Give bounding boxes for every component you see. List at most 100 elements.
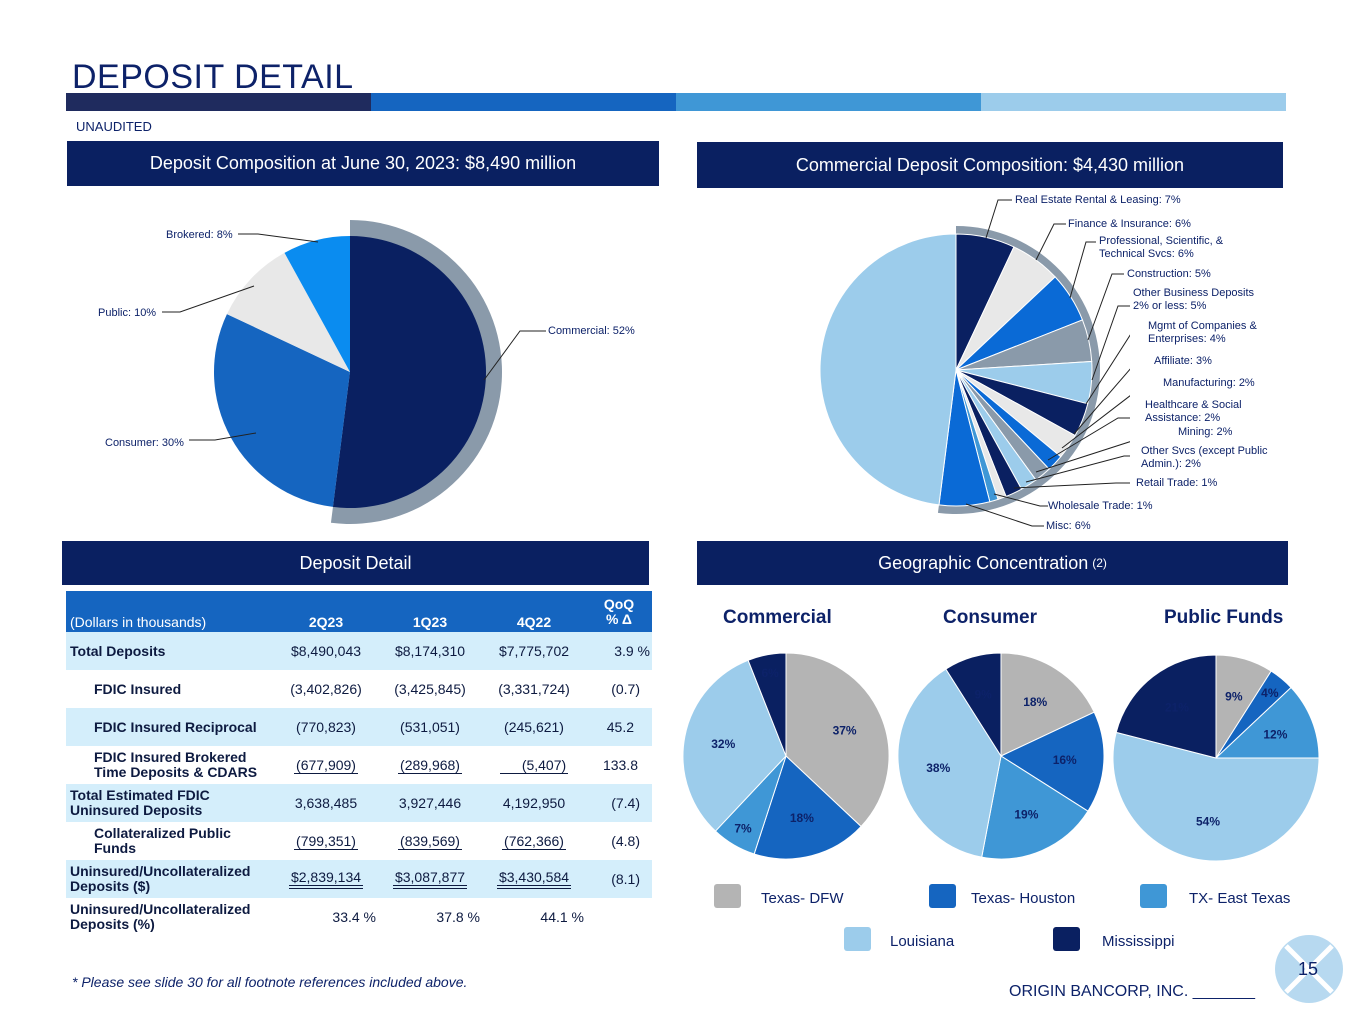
table-row: Total Deposits $8,490,043 $8,174,310 $7,… xyxy=(66,632,652,670)
deposit-composition-pie xyxy=(162,220,546,524)
slice-tx-east-texas xyxy=(981,755,1089,860)
header-2q23: 2Q23 xyxy=(274,591,378,632)
title-stripe-1 xyxy=(66,93,371,111)
geo-title-consumer: Consumer xyxy=(943,607,1037,628)
slice-texas-houston xyxy=(999,711,1105,812)
row-change: 133.8 xyxy=(602,757,638,773)
row-value-cell: $2,839,134 xyxy=(274,860,378,898)
deposit-detail-table: (Dollars in thousands) 2Q23 1Q23 4Q22 Qo… xyxy=(66,591,652,936)
label-retail: Retail Trade: 1% xyxy=(1136,477,1218,489)
slice-texas-houston xyxy=(753,755,862,860)
data-label-mississippi: 6% xyxy=(762,666,780,680)
header-qoq-line2: % Δ xyxy=(606,610,632,627)
row-value: (3,425,845) xyxy=(394,681,466,697)
data-label-texas-houston: 4% xyxy=(1261,686,1279,700)
header-qoq: QoQ % Δ xyxy=(586,591,652,632)
slice-texas-dfw xyxy=(785,652,890,828)
legend-swatch-east-texas xyxy=(1140,884,1167,908)
label-commercial: Commercial: 52% xyxy=(548,325,635,337)
label-professional: Professional, Scientific, & Technical Sv… xyxy=(1099,235,1224,260)
label-other-business: Other Business Deposits 2% or less: 5% xyxy=(1133,287,1255,312)
row-value: $7,775,702 xyxy=(482,632,586,670)
deposit-composition-banner-text: Deposit Composition at June 30, 2023: $8… xyxy=(149,153,577,173)
commercial-composition-pie xyxy=(819,199,1130,527)
data-label-mississippi: 9% xyxy=(975,688,993,702)
data-label-texas-dfw: 9% xyxy=(1225,690,1243,704)
slice-brokered xyxy=(284,236,350,372)
row-value: $3,087,877 xyxy=(392,869,468,889)
row-value: (799,351) xyxy=(294,832,358,850)
legend-label-texas-houston: Texas- Houston xyxy=(971,890,1076,907)
leader-commercial xyxy=(483,330,546,381)
row-change xyxy=(586,898,652,936)
label-affiliate: Affiliate: 3% xyxy=(1154,355,1212,367)
geographic-banner: Geographic Concentration (2) xyxy=(697,541,1288,585)
table-header-row: (Dollars in thousands) 2Q23 1Q23 4Q22 Qo… xyxy=(66,591,652,632)
leader-public xyxy=(162,285,255,313)
footnote: * Please see slide 30 for all footnote r… xyxy=(72,974,468,990)
data-label-texas-houston: 16% xyxy=(1053,753,1077,767)
geo-title-commercial: Commercial xyxy=(723,607,832,628)
leader-consumer xyxy=(189,432,257,441)
page-title: DEPOSIT DETAIL xyxy=(72,58,354,96)
leader-brokered xyxy=(238,233,319,243)
row-change: 3.9 % xyxy=(586,632,652,670)
row-value-cell: (5,407) xyxy=(482,746,586,784)
slice-tx-east-texas xyxy=(1214,686,1320,759)
commercial-leaders xyxy=(965,199,1130,527)
row-change: (4.8) xyxy=(611,833,640,849)
row-value: 44.1 % xyxy=(540,909,584,925)
commercial-composition-banner-text: Commercial Deposit Composition: $4,430 m… xyxy=(795,154,1185,175)
label-consumer: Consumer: 30% xyxy=(105,437,184,449)
table-row: Collateralized Public Funds (799,351) (8… xyxy=(66,822,652,860)
company-name: ORIGIN BANCORP, INC. _______ xyxy=(1009,983,1256,1000)
slice-mississippi xyxy=(1115,654,1217,759)
page-number: 15 xyxy=(1298,959,1319,979)
row-value-cell: (799,351) xyxy=(274,822,378,860)
label-construction: Construction: 5% xyxy=(1127,268,1211,280)
table-row: Total Estimated FDIC Uninsured Deposits … xyxy=(66,784,652,822)
row-value: (3,331,724) xyxy=(498,681,570,697)
slice-remaining xyxy=(819,233,957,506)
row-value: (839,569) xyxy=(398,832,462,850)
data-label-louisiana: 54% xyxy=(1196,814,1220,828)
row-value: $8,174,310 xyxy=(378,632,482,670)
table-row: FDIC Insured Reciprocal (770,823) (531,0… xyxy=(66,708,652,746)
slice-texas-dfw xyxy=(1000,652,1095,757)
row-label: Total Estimated FDIC Uninsured Deposits xyxy=(66,784,274,822)
table-row: Uninsured/Uncollateralized Deposits (%) … xyxy=(66,898,652,936)
header-1q23: 1Q23 xyxy=(378,591,482,632)
row-value: (3,402,826) xyxy=(290,681,362,697)
label-other-svcs: Other Svcs (except Public Admin.): 2% xyxy=(1141,445,1268,470)
label-wholesale: Wholesale Trade: 1% xyxy=(1048,500,1153,512)
row-value-cell: $3,430,584 xyxy=(482,860,586,898)
row-value-cell: (289,968) xyxy=(378,746,482,784)
row-label: Uninsured/Uncollateralized Deposits ($) xyxy=(66,860,274,898)
legend-swatch-mississippi xyxy=(1053,927,1080,951)
title-stripe-4 xyxy=(981,93,1286,111)
data-label-louisiana: 38% xyxy=(926,761,950,775)
row-label: FDIC Insured Brokered Time Deposits & CD… xyxy=(94,749,258,780)
geographic-banner-text: Geographic Concentration xyxy=(878,552,1089,573)
row-value-cell: (677,909) xyxy=(274,746,378,784)
row-value: (531,051) xyxy=(378,708,482,746)
row-value: (5,407) xyxy=(499,757,569,774)
label-mgmt: Mgmt of Companies & Enterprises: 4% xyxy=(1148,320,1257,345)
row-value: (289,968) xyxy=(398,756,462,774)
data-label-tx-east-texas: 7% xyxy=(734,822,752,836)
label-healthcare: Healthcare & Social Assistance: 2% xyxy=(1145,399,1242,424)
slice-public xyxy=(226,252,350,372)
row-label: FDIC Insured Reciprocal xyxy=(66,708,274,746)
label-mining: Mining: 2% xyxy=(1178,426,1233,438)
label-real-estate: Real Estate Rental & Leasing: 7% xyxy=(1015,194,1181,206)
row-change: 45.2 xyxy=(586,708,652,746)
header-qoq-line1: QoQ xyxy=(603,595,635,612)
row-value: 33.4 % xyxy=(332,909,376,925)
label-manufacturing: Manufacturing: 2% xyxy=(1163,377,1255,389)
commercial-composition-banner: Commercial Deposit Composition: $4,430 m… xyxy=(697,142,1283,188)
row-value: 37.8 % xyxy=(436,909,480,925)
legend-label-east-texas: TX- East Texas xyxy=(1189,890,1291,907)
data-label-tx-east-texas: 12% xyxy=(1263,727,1287,741)
table-row: FDIC Insured Brokered Time Deposits & CD… xyxy=(66,746,652,784)
legend-label-louisiana: Louisiana xyxy=(890,933,955,950)
